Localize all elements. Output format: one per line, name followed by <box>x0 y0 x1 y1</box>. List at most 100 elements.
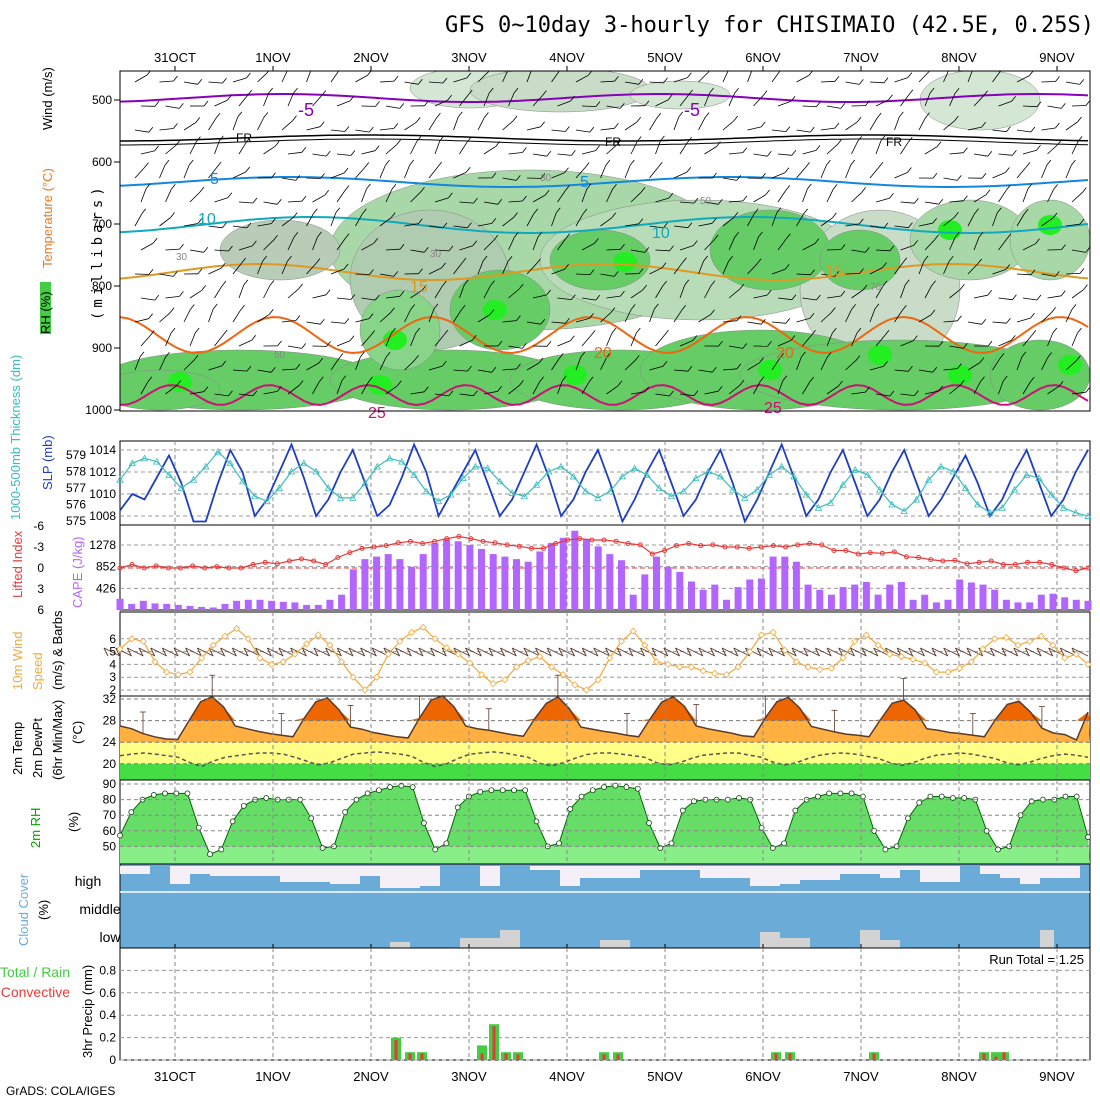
wind-barb <box>600 127 615 131</box>
lifted-index-point <box>178 565 183 571</box>
wind-barb <box>1041 217 1054 227</box>
lifted-index-point <box>432 538 438 544</box>
wind-barb <box>1071 249 1086 253</box>
wind-barb-flag <box>759 357 764 364</box>
wind-barb <box>722 320 737 323</box>
wind-barb-flag <box>856 327 862 334</box>
wind-barb <box>949 93 956 107</box>
surface-wind-barb <box>581 647 599 657</box>
wind-barb-flag <box>222 329 228 336</box>
wind-barb-flag <box>634 355 640 361</box>
wind-barb <box>845 360 857 371</box>
wind-barb <box>949 345 964 349</box>
surface-wind-barb-flag <box>278 647 284 657</box>
wind-barb-flag <box>809 376 815 383</box>
surface-wind-barb-flag <box>1013 647 1019 657</box>
wind-barb-flag <box>923 255 929 262</box>
wind-barb <box>238 201 254 204</box>
cloud-high-bar <box>210 866 280 876</box>
wind-barb <box>410 332 417 347</box>
lifted-index-point <box>226 565 232 571</box>
wind-barb <box>679 141 688 155</box>
rh-point <box>837 790 844 797</box>
surface-wind-barb-flag <box>931 647 937 657</box>
thickness-point <box>520 492 529 500</box>
wind-barb-flag <box>170 184 176 190</box>
cloud-low-bar <box>880 940 900 948</box>
wind-barb-flag <box>433 303 439 310</box>
wind-barb <box>900 245 914 251</box>
wind-barb-flag <box>228 390 233 397</box>
wind-barb-flag <box>767 340 772 347</box>
wind-barb-flag <box>360 351 365 358</box>
wind-speed-point <box>512 663 521 671</box>
wind-barb-flag <box>571 294 576 300</box>
wind-barb <box>1047 189 1054 203</box>
wind-speed-point <box>874 641 882 649</box>
wind-barb-flag <box>614 75 619 82</box>
cape-bar <box>314 604 322 610</box>
wind-barb <box>698 117 706 131</box>
wind-barb <box>238 284 245 299</box>
pressure-tick-label: 800 <box>92 279 112 293</box>
bottom-date-label: 1NOV <box>255 1069 291 1084</box>
wind-barb-flag <box>442 360 447 367</box>
wind-barb <box>477 71 489 83</box>
wind-barb <box>600 312 612 323</box>
wind-speed-point <box>326 641 334 649</box>
wind-barb-flag <box>390 212 396 218</box>
cloud-high-bar <box>420 866 440 886</box>
lifted-index-point <box>589 537 595 543</box>
wind-speed-point <box>116 645 124 653</box>
cloud-low-bar <box>600 940 630 948</box>
wind-barb-flag <box>638 79 644 85</box>
wind-speed-point <box>839 654 847 662</box>
wind-barb-flag <box>221 360 227 367</box>
wind-barb <box>820 357 828 371</box>
wind-barb <box>649 81 664 84</box>
wind-barb <box>875 393 890 397</box>
wind-barb-flag <box>779 353 785 359</box>
wind-barb-flag <box>417 218 423 224</box>
wind-barb <box>851 192 862 203</box>
surface-wind-barb-flag <box>640 647 645 657</box>
wind-barb-flag <box>246 222 252 229</box>
thickness-point <box>238 477 247 485</box>
wind-barb-flag <box>1071 304 1077 310</box>
wind-barb <box>140 297 155 301</box>
cape-bar <box>1084 600 1092 610</box>
wind-barb-flag <box>858 218 864 225</box>
thickness-point <box>557 462 565 470</box>
wind-barb <box>777 190 787 203</box>
wind-barb <box>551 172 565 179</box>
wind-barb <box>649 308 655 323</box>
contour-label: 70 <box>870 282 882 293</box>
wind-barb <box>134 213 143 227</box>
wind-barb-flag <box>539 376 545 382</box>
wind-speed-point <box>746 648 754 656</box>
wind-barb-flag <box>298 380 304 386</box>
contour-label: 20 <box>594 345 612 362</box>
surface-wind-barb <box>406 647 424 657</box>
wind-barb <box>1091 226 1100 228</box>
wind-barb <box>704 146 717 155</box>
wind-barb-flag <box>540 173 546 179</box>
wind-barb <box>1097 286 1100 298</box>
wind-barb <box>532 294 547 299</box>
wind-barb <box>998 100 1012 107</box>
wind-barb <box>802 188 808 203</box>
wind-barb <box>287 237 295 251</box>
wind-barb <box>189 290 202 299</box>
wind-barb-flag <box>194 327 200 334</box>
surface-wind-barb <box>313 647 331 657</box>
thickness-point <box>790 472 798 480</box>
lifted-index-point <box>1000 562 1006 567</box>
rh-point <box>443 840 450 847</box>
wind-barb <box>624 223 639 227</box>
thickness-point <box>839 480 847 488</box>
wind-barb <box>1097 141 1100 154</box>
cloud-high-bar <box>880 866 900 878</box>
wind-barb <box>134 167 145 179</box>
wind-barb-flag <box>684 279 690 286</box>
wind-barb <box>140 335 151 347</box>
